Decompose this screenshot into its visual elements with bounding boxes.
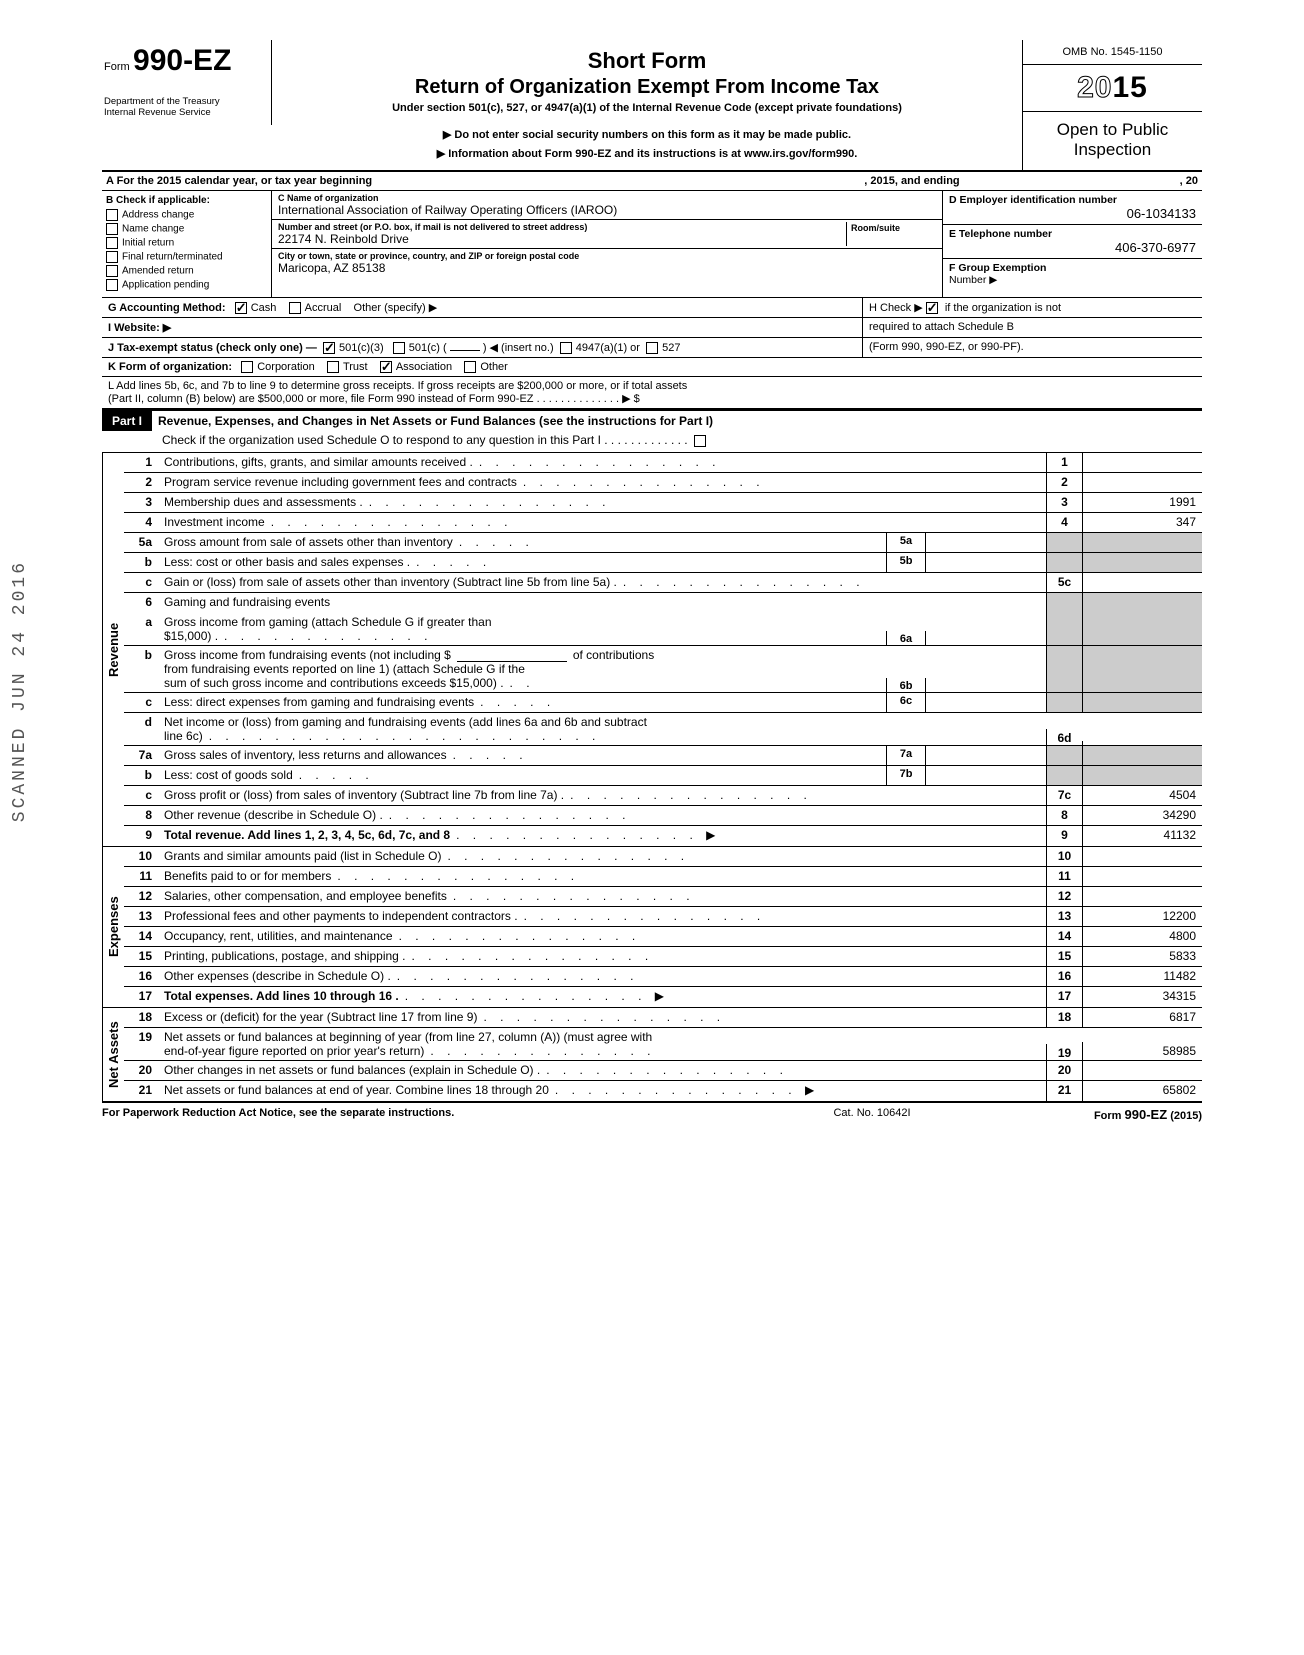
header-note1: ▶ Do not enter social security numbers o… bbox=[282, 128, 1012, 141]
street-value: 22174 N. Reinbold Drive bbox=[278, 232, 846, 246]
line-8: 8 Other revenue (describe in Schedule O)… bbox=[124, 806, 1202, 826]
phone-value: 406-370-6977 bbox=[949, 240, 1196, 255]
line-6a: a Gross income from gaming (attach Sched… bbox=[124, 613, 1202, 646]
d-label: D Employer identification number bbox=[949, 194, 1117, 206]
title-short-form: Short Form bbox=[282, 48, 1012, 74]
line-7a: 7a Gross sales of inventory, less return… bbox=[124, 746, 1202, 766]
line-2: 2 Program service revenue including gove… bbox=[124, 473, 1202, 493]
form-number-block: Form 990-EZ bbox=[104, 44, 265, 78]
e-label: E Telephone number bbox=[949, 228, 1052, 240]
line-14: 14 Occupancy, rent, utilities, and maint… bbox=[124, 927, 1202, 947]
h-text3: (Form 990, 990-EZ, or 990-PF). bbox=[862, 338, 1202, 357]
org-name: International Association of Railway Ope… bbox=[278, 203, 936, 217]
inspection: Inspection bbox=[1027, 140, 1198, 160]
footer-catno: Cat. No. 10642I bbox=[742, 1107, 1002, 1122]
l-line1: L Add lines 5b, 6c, and 7b to line 9 to … bbox=[108, 380, 1196, 392]
line-15: 15 Printing, publications, postage, and … bbox=[124, 947, 1202, 967]
dept-line1: Department of the Treasury bbox=[104, 96, 265, 107]
l-line2: (Part II, column (B) below) are $500,000… bbox=[108, 392, 1196, 405]
tax-year: 2015 bbox=[1023, 65, 1202, 112]
line-1: 1 Contributions, gifts, grants, and simi… bbox=[124, 453, 1202, 473]
scanned-stamp: SCANNED JUN 24 2016 bbox=[10, 560, 30, 822]
check-h[interactable] bbox=[926, 302, 938, 314]
line-19: 19 Net assets or fund balances at beginn… bbox=[124, 1028, 1202, 1061]
check-527[interactable] bbox=[646, 342, 658, 354]
line-c: c Less: direct expenses from gaming and … bbox=[124, 693, 1202, 713]
line-12: 12 Salaries, other compensation, and emp… bbox=[124, 887, 1202, 907]
footer-paperwork: For Paperwork Reduction Act Notice, see … bbox=[102, 1107, 742, 1122]
check-association[interactable] bbox=[380, 361, 392, 373]
g-label: G Accounting Method: bbox=[108, 302, 226, 314]
city-label: City or town, state or province, country… bbox=[278, 251, 936, 261]
check-cash[interactable] bbox=[235, 302, 247, 314]
part-i-sched-text: Check if the organization used Schedule … bbox=[162, 433, 688, 447]
check-4947[interactable] bbox=[560, 342, 572, 354]
title-subtitle: Under section 501(c), 527, or 4947(a)(1)… bbox=[282, 102, 1012, 114]
check-other-org[interactable] bbox=[464, 361, 476, 373]
k-label: K Form of organization: bbox=[108, 361, 232, 373]
line-5a: 5a Gross amount from sale of assets othe… bbox=[124, 533, 1202, 553]
line-c: c Gross profit or (loss) from sales of i… bbox=[124, 786, 1202, 806]
check-schedule-o[interactable] bbox=[694, 435, 706, 447]
check-501c[interactable] bbox=[393, 342, 405, 354]
h-text: if the organization is not bbox=[945, 302, 1061, 314]
line-b: b Less: cost of goods sold . . . . . 7b bbox=[124, 766, 1202, 786]
f-label: F Group Exemption bbox=[949, 262, 1046, 274]
check-amended-return[interactable] bbox=[106, 265, 118, 277]
line-18: 18 Excess or (deficit) for the year (Sub… bbox=[124, 1008, 1202, 1028]
check-accrual[interactable] bbox=[289, 302, 301, 314]
line-11: 11 Benefits paid to or for members . . .… bbox=[124, 867, 1202, 887]
check-trust[interactable] bbox=[327, 361, 339, 373]
footer-form: Form 990-EZ (2015) bbox=[1002, 1107, 1202, 1122]
street-label: Number and street (or P.O. box, if mail … bbox=[278, 222, 846, 232]
check-final-return[interactable] bbox=[106, 251, 118, 263]
line-b: b Less: cost or other basis and sales ex… bbox=[124, 553, 1202, 573]
ein-value: 06-1034133 bbox=[949, 206, 1196, 221]
omb-number: OMB No. 1545-1150 bbox=[1023, 40, 1202, 65]
part-i-title: Revenue, Expenses, and Changes in Net As… bbox=[152, 411, 1202, 431]
side-expenses: Expenses bbox=[102, 847, 124, 1007]
room-label: Room/suite bbox=[851, 223, 900, 233]
title-return: Return of Organization Exempt From Incom… bbox=[282, 76, 1012, 99]
check-name-change[interactable] bbox=[106, 223, 118, 235]
line-3: 3 Membership dues and assessments . . . … bbox=[124, 493, 1202, 513]
j-label: J Tax-exempt status (check only one) — bbox=[108, 342, 317, 354]
check-application-pending[interactable] bbox=[106, 279, 118, 291]
c-label: C Name of organization bbox=[278, 193, 936, 203]
line-21: 21 Net assets or fund balances at end of… bbox=[124, 1081, 1202, 1101]
part-i-tag: Part I bbox=[102, 411, 152, 431]
line-6d: d Net income or (loss) from gaming and f… bbox=[124, 713, 1202, 746]
side-revenue: Revenue bbox=[102, 453, 124, 846]
check-corporation[interactable] bbox=[241, 361, 253, 373]
city-value: Maricopa, AZ 85138 bbox=[278, 261, 936, 275]
form-990ez: Form 990-EZ Department of the Treasury I… bbox=[102, 40, 1202, 1122]
line-6b: b Gross income from fundraising events (… bbox=[124, 646, 1202, 693]
line-17: 17 Total expenses. Add lines 10 through … bbox=[124, 987, 1202, 1007]
f-label2: Number ▶ bbox=[949, 274, 997, 286]
row-a-right: , 20 bbox=[1180, 175, 1198, 187]
check-501c3[interactable] bbox=[323, 342, 335, 354]
i-website-label: I Website: ▶ bbox=[108, 322, 171, 334]
line-10: 10 Grants and similar amounts paid (list… bbox=[124, 847, 1202, 867]
b-label: B Check if applicable: bbox=[106, 195, 267, 206]
line-4: 4 Investment income . . . . . . . . . . … bbox=[124, 513, 1202, 533]
check-initial-return[interactable] bbox=[106, 237, 118, 249]
row-a-mid: , 2015, and ending bbox=[864, 175, 959, 187]
dept-line2: Internal Revenue Service bbox=[104, 107, 265, 118]
row-a-left: A For the 2015 calendar year, or tax yea… bbox=[106, 175, 372, 187]
header-note2: ▶ Information about Form 990-EZ and its … bbox=[282, 147, 1012, 160]
h-text2: required to attach Schedule B bbox=[862, 318, 1202, 337]
line-6: 6Gaming and fundraising events bbox=[124, 593, 1202, 613]
line-9: 9 Total revenue. Add lines 1, 2, 3, 4, 5… bbox=[124, 826, 1202, 846]
line-16: 16 Other expenses (describe in Schedule … bbox=[124, 967, 1202, 987]
h-label: H Check ▶ bbox=[869, 302, 923, 314]
open-to-public: Open to Public bbox=[1027, 120, 1198, 140]
check-address-change[interactable] bbox=[106, 209, 118, 221]
line-20: 20 Other changes in net assets or fund b… bbox=[124, 1061, 1202, 1081]
line-c: c Gain or (loss) from sale of assets oth… bbox=[124, 573, 1202, 593]
side-netassets: Net Assets bbox=[102, 1008, 124, 1101]
line-13: 13 Professional fees and other payments … bbox=[124, 907, 1202, 927]
